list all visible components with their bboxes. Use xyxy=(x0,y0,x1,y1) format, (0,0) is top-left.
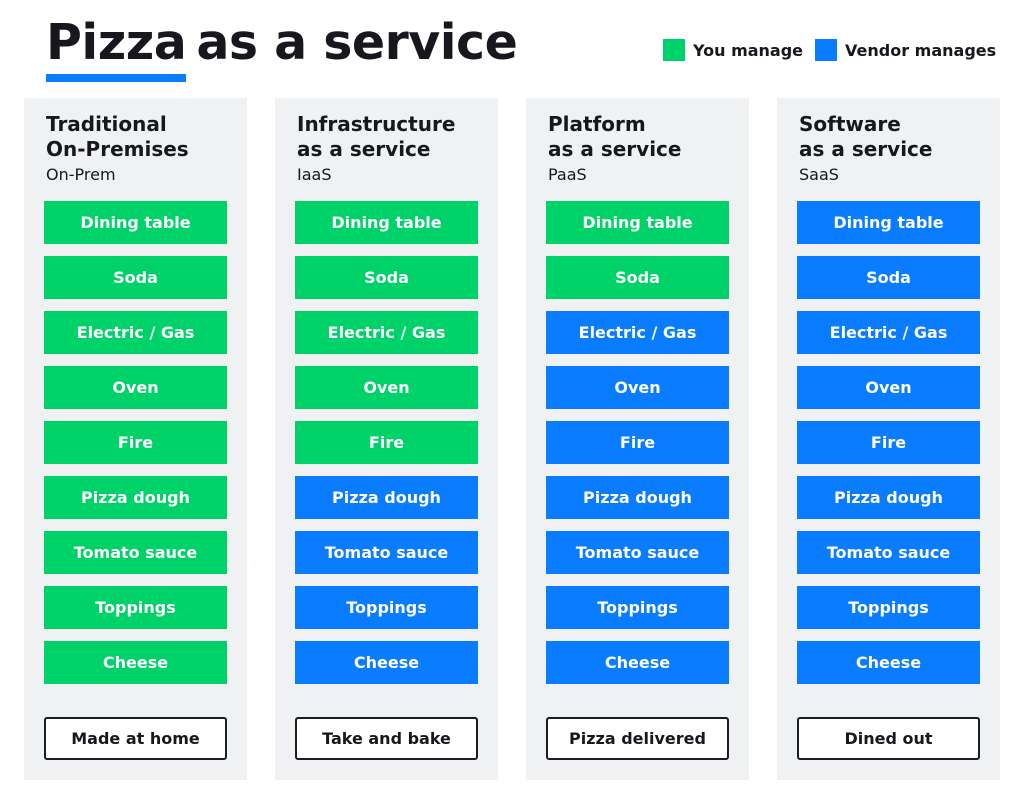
item-you-manage: Soda xyxy=(44,256,227,299)
item-vendor-manages: Cheese xyxy=(797,641,980,684)
item-you-manage: Fire xyxy=(44,421,227,464)
item-vendor-manages: Fire xyxy=(546,421,729,464)
item-you-manage: Dining table xyxy=(546,201,729,244)
item-vendor-manages: Electric / Gas xyxy=(797,311,980,354)
item-you-manage: Dining table xyxy=(295,201,478,244)
item-vendor-manages: Pizza dough xyxy=(797,476,980,519)
column-saas: Software as a service SaaS Dining table S… xyxy=(777,98,1000,780)
item-vendor-manages: Electric / Gas xyxy=(546,311,729,354)
column-title-line: as a service xyxy=(548,137,682,161)
legend-label: Vendor manages xyxy=(845,40,997,60)
item-vendor-manages: Tomato sauce xyxy=(295,531,478,574)
item-vendor-manages: Toppings xyxy=(546,586,729,629)
column-title-line: Traditional xyxy=(46,112,167,136)
item-you-manage: Electric / Gas xyxy=(295,311,478,354)
column-title-line: as a service xyxy=(799,137,933,161)
legend-swatch-green xyxy=(663,39,685,61)
page-title: Pizza as a service xyxy=(46,12,518,82)
item-you-manage: Toppings xyxy=(44,586,227,629)
item-vendor-manages: Oven xyxy=(546,366,729,409)
title-rest: as a service xyxy=(196,14,518,71)
column-paas: Platform as a service PaaS Dining table S… xyxy=(526,98,749,780)
column-abbreviation: IaaS xyxy=(297,165,332,184)
item-vendor-manages: Soda xyxy=(797,256,980,299)
item-you-manage: Soda xyxy=(295,256,478,299)
legend-label: You manage xyxy=(693,40,804,60)
item-you-manage: Pizza dough xyxy=(44,476,227,519)
item-vendor-manages: Fire xyxy=(797,421,980,464)
item-vendor-manages: Toppings xyxy=(295,586,478,629)
item-you-manage: Electric / Gas xyxy=(44,311,227,354)
column-title-line: as a service xyxy=(297,137,431,161)
title-highlight: Pizza xyxy=(46,12,187,82)
legend-vendor-manages: Vendor manages xyxy=(815,38,996,62)
column-abbreviation: SaaS xyxy=(799,165,839,184)
outcome-box: Take and bake xyxy=(295,717,478,760)
item-vendor-manages: Dining table xyxy=(797,201,980,244)
column-title-line: On-Premises xyxy=(46,137,189,161)
outcome-box: Pizza delivered xyxy=(546,717,729,760)
item-vendor-manages: Cheese xyxy=(546,641,729,684)
column-title: Platform as a service xyxy=(548,112,681,162)
column-title-line: Platform xyxy=(548,112,646,136)
item-you-manage: Tomato sauce xyxy=(44,531,227,574)
column-on-premises: Traditional On-Premises On-Prem Dining t… xyxy=(24,98,247,780)
column-abbreviation: PaaS xyxy=(548,165,587,184)
item-you-manage: Dining table xyxy=(44,201,227,244)
column-title-line: Infrastructure xyxy=(297,112,456,136)
item-vendor-manages: Pizza dough xyxy=(546,476,729,519)
item-you-manage: Oven xyxy=(44,366,227,409)
item-vendor-manages: Pizza dough xyxy=(295,476,478,519)
column-title: Traditional On-Premises xyxy=(46,112,189,162)
item-you-manage: Cheese xyxy=(44,641,227,684)
item-vendor-manages: Tomato sauce xyxy=(546,531,729,574)
item-you-manage: Oven xyxy=(295,366,478,409)
item-vendor-manages: Cheese xyxy=(295,641,478,684)
column-title: Software as a service xyxy=(799,112,932,162)
column-title-line: Software xyxy=(799,112,901,136)
outcome-box: Dined out xyxy=(797,717,980,760)
column-abbreviation: On-Prem xyxy=(46,165,116,184)
column-title: Infrastructure as a service xyxy=(297,112,455,162)
legend-you-manage: You manage xyxy=(663,38,803,62)
item-you-manage: Fire xyxy=(295,421,478,464)
outcome-box: Made at home xyxy=(44,717,227,760)
item-vendor-manages: Oven xyxy=(797,366,980,409)
column-iaas: Infrastructure as a service IaaS Dining … xyxy=(275,98,498,780)
item-vendor-manages: Tomato sauce xyxy=(797,531,980,574)
item-vendor-manages: Toppings xyxy=(797,586,980,629)
item-you-manage: Soda xyxy=(546,256,729,299)
legend-swatch-blue xyxy=(815,39,837,61)
